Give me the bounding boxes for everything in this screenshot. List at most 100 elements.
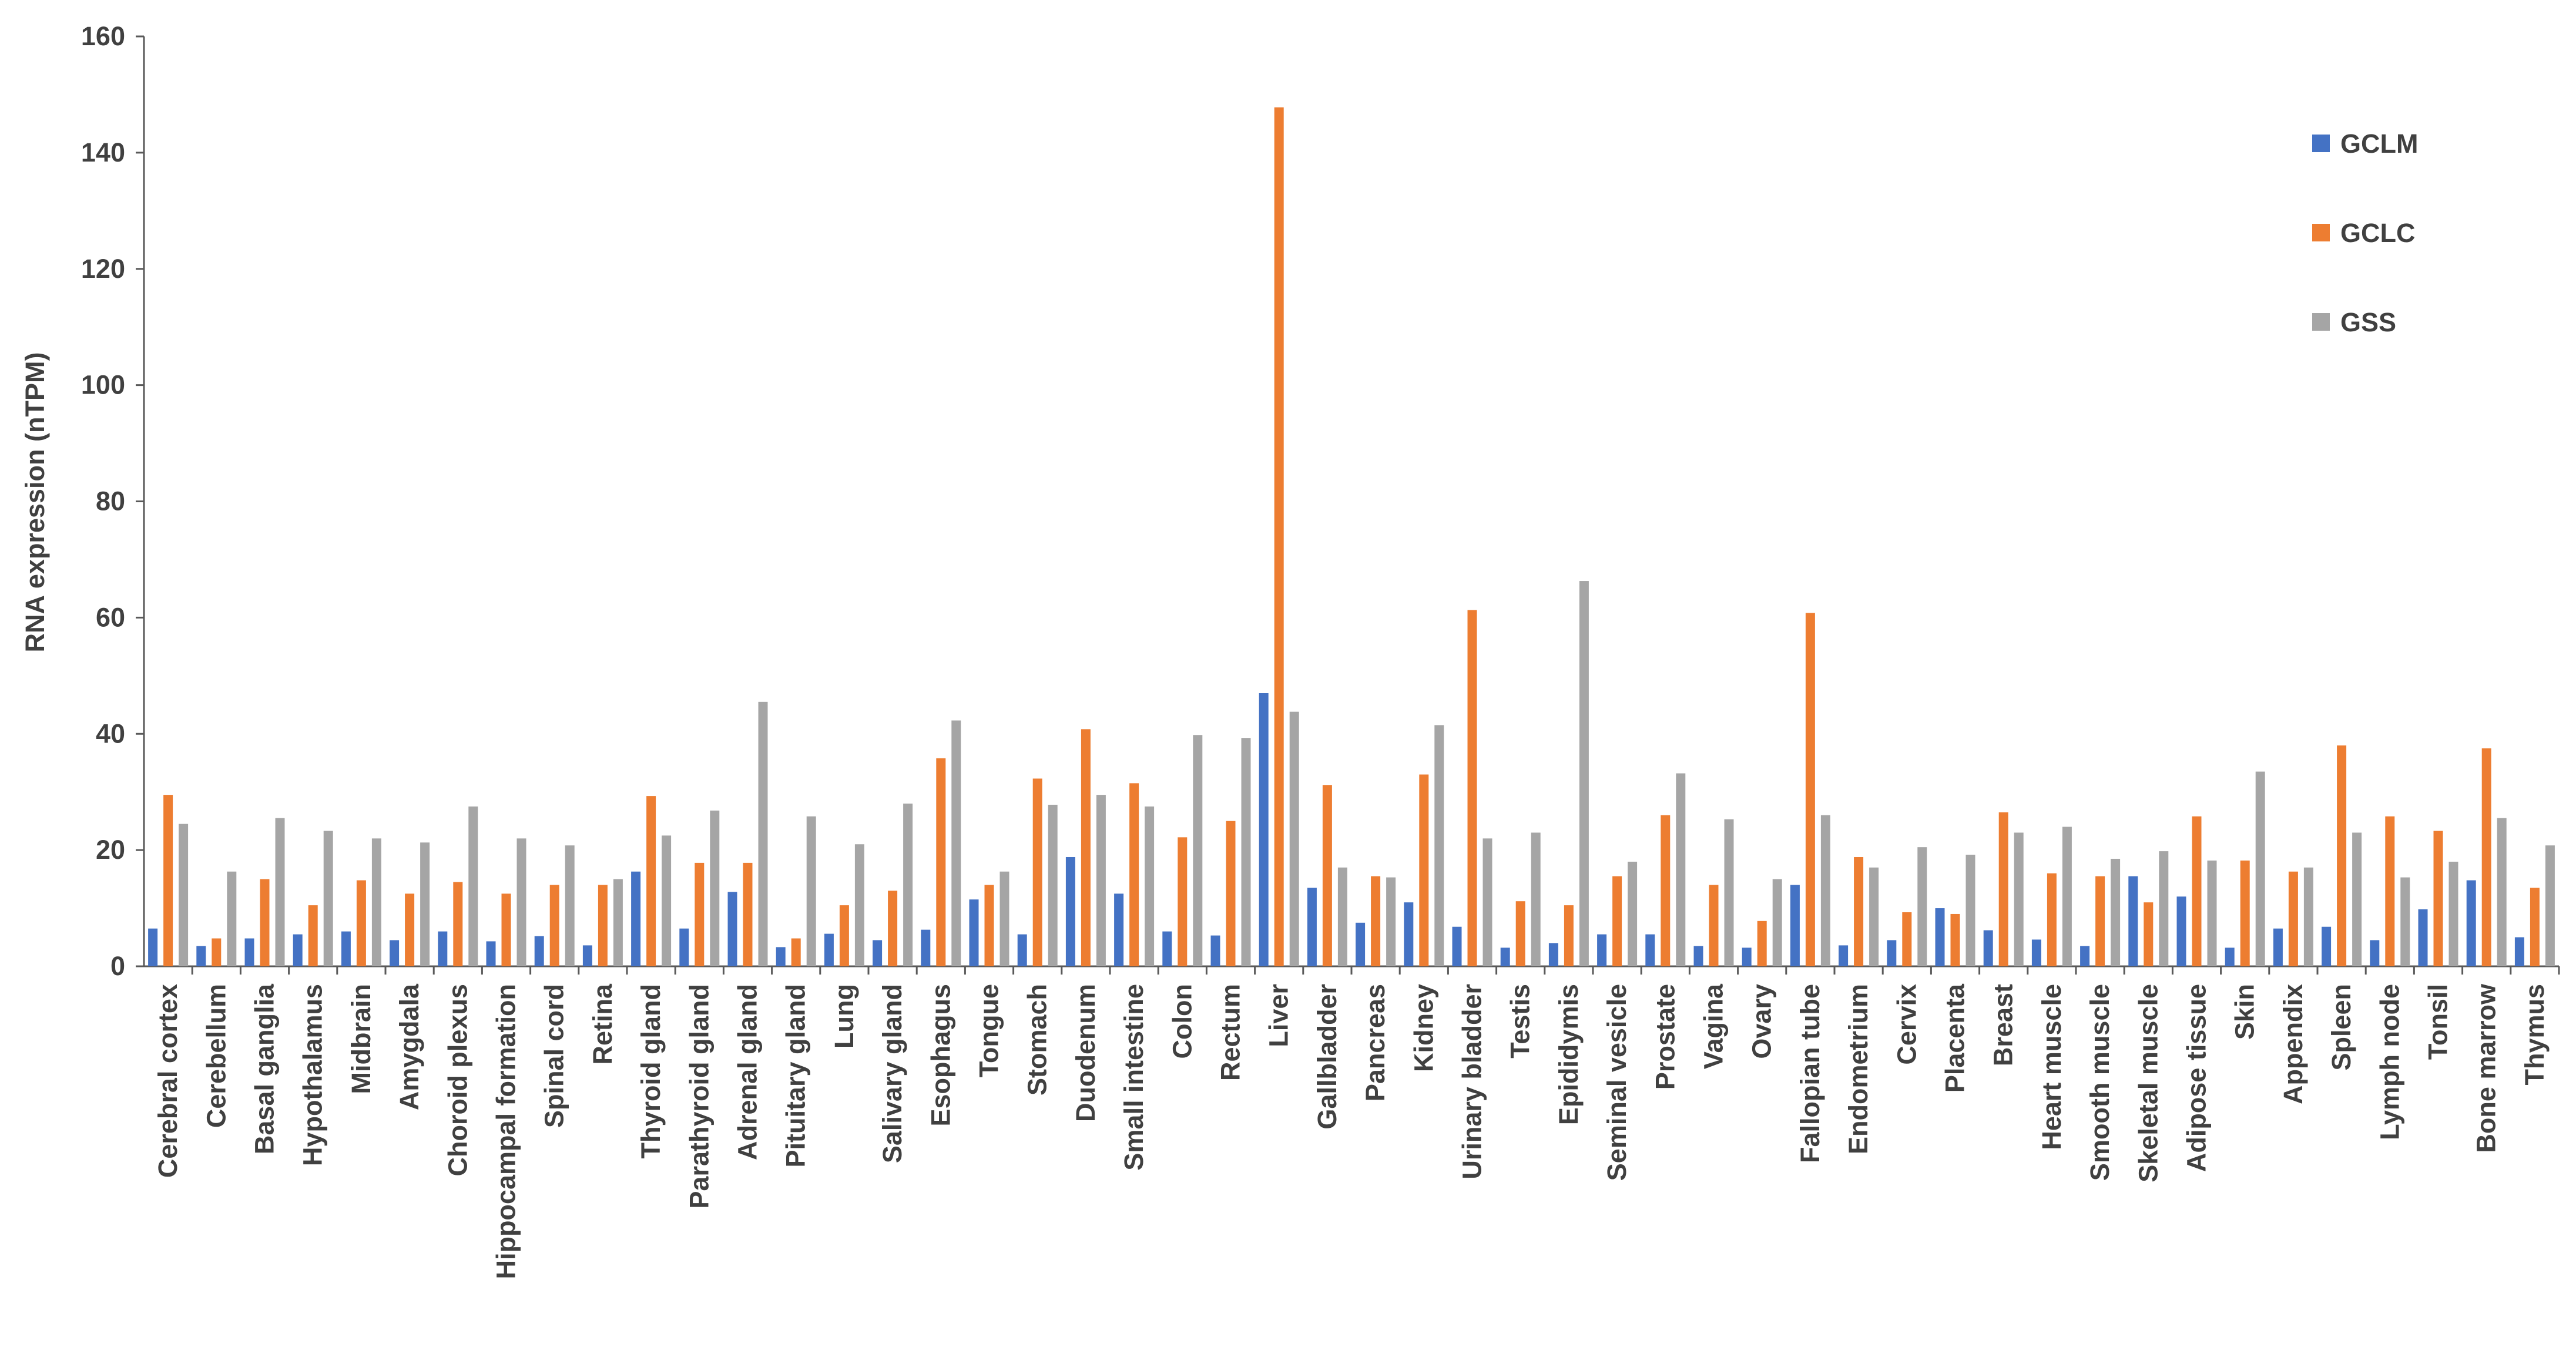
bar-gclm — [2225, 948, 2235, 966]
bar-gclc — [1515, 901, 1525, 966]
bar-gss — [1676, 773, 1686, 966]
bar-gss — [371, 838, 381, 966]
bar-gss — [1386, 877, 1396, 966]
bar-gclc — [1709, 885, 1719, 966]
bar-gss — [710, 810, 720, 966]
bar-gss — [1917, 847, 1927, 966]
bar-gss — [275, 818, 285, 966]
bar-gss — [323, 831, 333, 966]
bar-gclm — [1742, 948, 1752, 966]
bar-gclm — [1162, 931, 1172, 966]
bar-gclc — [2433, 831, 2443, 966]
legend-label-gss: GSS — [2340, 307, 2396, 337]
x-category-label: Cervix — [1891, 984, 1921, 1065]
x-category-label: Skin — [2230, 984, 2260, 1040]
x-category-label: Urinary bladder — [1457, 984, 1487, 1180]
x-category-label: Ovary — [1747, 984, 1777, 1059]
bar-gclm — [1065, 856, 1075, 966]
bar-gclm — [2128, 876, 2138, 966]
bar-gss — [1820, 815, 1830, 966]
bar-gclc — [2337, 745, 2347, 966]
bar-gclc — [839, 905, 849, 966]
legend-label-gclc: GCLC — [2340, 218, 2416, 248]
bar-gclc — [1226, 821, 1236, 966]
x-category-label: Vagina — [1699, 983, 1729, 1069]
x-category-label: Spinal cord — [539, 984, 569, 1128]
bar-gclm — [1790, 885, 1800, 966]
bar-gss — [2303, 867, 2313, 966]
bar-gss — [2159, 851, 2169, 966]
x-category-label: Testis — [1505, 984, 1535, 1059]
x-category-label: Lymph node — [2374, 984, 2404, 1140]
x-category-label: Smooth muscle — [2085, 984, 2115, 1181]
bar-gss — [179, 824, 189, 966]
bar-gclm — [438, 931, 448, 966]
bar-gclc — [598, 885, 608, 966]
bar-gclc — [1854, 856, 1864, 966]
bar-gclc — [1081, 729, 1091, 966]
bar-gclc — [2095, 876, 2105, 966]
y-tick-label: 140 — [81, 137, 125, 167]
bar-gss — [951, 720, 961, 966]
bar-gclc — [2288, 871, 2298, 966]
bar-gclm — [921, 929, 931, 966]
bar-gclm — [2370, 940, 2380, 966]
bar-gclc — [2240, 860, 2250, 966]
bar-gclc — [2481, 748, 2491, 966]
bar-gclm — [1452, 926, 1462, 966]
bar-gclm — [969, 899, 979, 966]
x-category-label: Spleen — [2326, 984, 2356, 1071]
bar-gclm — [1259, 693, 1269, 966]
bar-gclc — [791, 938, 801, 966]
bar-gclm — [1935, 908, 1945, 966]
bar-gclm — [196, 946, 206, 966]
bar-gclm — [1597, 934, 1607, 966]
bar-gclm — [2514, 937, 2524, 966]
bar-gclc — [936, 758, 946, 966]
bar-gclc — [2047, 873, 2057, 966]
x-category-label: Breast — [1988, 984, 2018, 1066]
bar-gss — [1145, 806, 1155, 966]
bar-gss — [854, 844, 864, 966]
bar-gss — [1579, 581, 1589, 966]
bar-gclm — [2080, 946, 2090, 966]
bar-gclc — [501, 893, 511, 966]
bar-gclc — [549, 885, 559, 966]
x-category-label: Hypothalamus — [298, 984, 328, 1166]
bar-gclm — [2273, 928, 2283, 966]
x-category-label: Prostate — [1650, 984, 1680, 1090]
x-category-label: Kidney — [1408, 984, 1438, 1072]
x-category-label: Colon — [1167, 984, 1197, 1059]
bar-gclc — [1322, 785, 1332, 966]
bar-gclc — [984, 885, 994, 966]
bar-gclm — [1500, 948, 1510, 966]
bar-gss — [613, 879, 623, 966]
bar-gclm — [1114, 893, 1124, 966]
bar-gclc — [1950, 913, 1960, 966]
bar-gclc — [1998, 812, 2008, 966]
x-category-label: Lung — [829, 984, 859, 1049]
x-category-label: Cerebellum — [201, 984, 231, 1128]
bar-gclc — [1902, 912, 1912, 966]
y-axis-title-group: RNA expression (nTPM) — [20, 352, 50, 653]
x-category-label: Skeletal muscle — [2133, 984, 2163, 1182]
bar-gclc — [163, 795, 173, 966]
bar-gss — [903, 803, 913, 966]
x-category-label: Heart muscle — [2037, 984, 2067, 1150]
bar-gss — [468, 806, 478, 966]
y-tick-label: 20 — [96, 835, 125, 865]
bar-gclm — [486, 941, 496, 966]
bar-gclc — [2144, 902, 2154, 966]
bar-gclc — [1129, 783, 1139, 966]
bar-gclm — [390, 940, 400, 966]
bar-gss — [1965, 855, 1975, 966]
bar-gss — [1048, 804, 1058, 966]
x-category-label: Appendix — [2278, 984, 2308, 1104]
y-axis-title: RNA expression (nTPM) — [20, 352, 50, 653]
bar-gclm — [2322, 926, 2332, 966]
bar-gclm — [2466, 880, 2476, 966]
bar-gclm — [2031, 939, 2041, 966]
bar-gss — [806, 816, 816, 966]
x-category-label: Gallbladder — [1312, 984, 1342, 1130]
